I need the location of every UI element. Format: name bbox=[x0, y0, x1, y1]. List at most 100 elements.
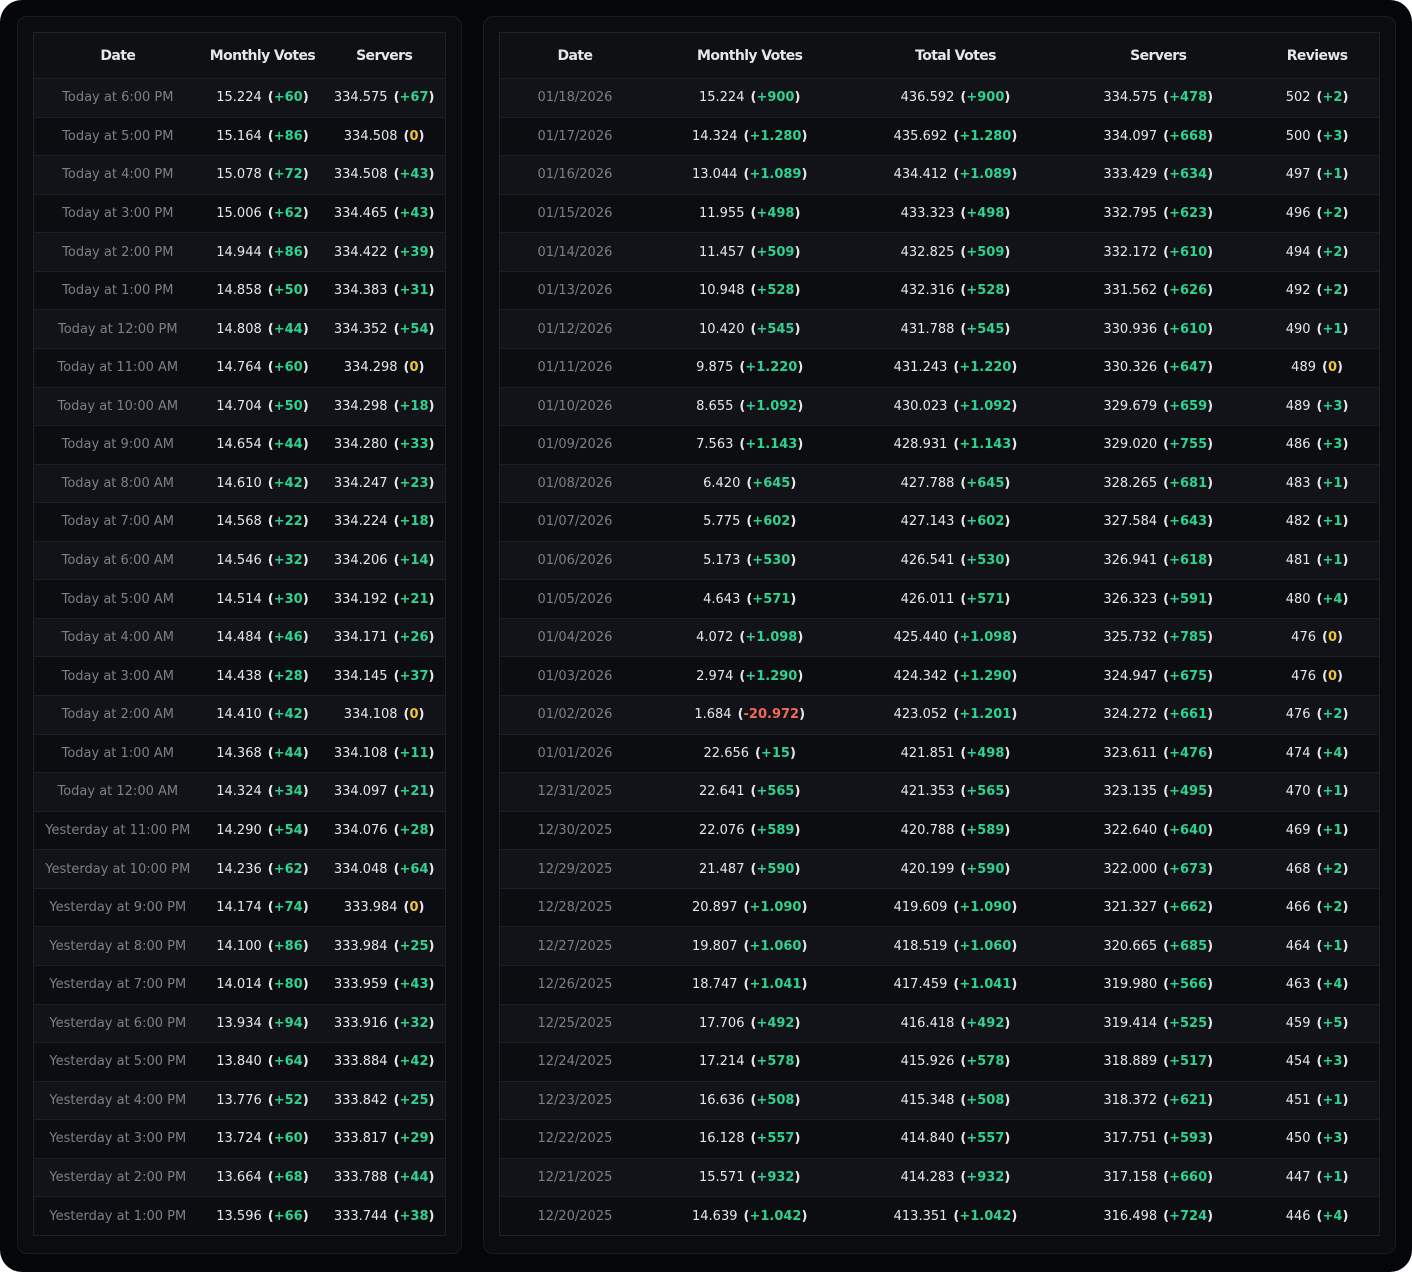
table-row: 01/17/2026 14.324 (+1.280) 435.692 (+1.280) 3… bbox=[500, 116, 1379, 156]
delta: (+67) bbox=[393, 90, 435, 106]
delta: (+25) bbox=[393, 1092, 435, 1108]
date-cell: 12/20/2025 bbox=[537, 1208, 613, 1224]
value-cell: 334.508 (0) bbox=[323, 129, 445, 144]
value: 324.947 bbox=[1103, 668, 1158, 684]
value: 334.422 bbox=[333, 244, 388, 260]
delta-number: +86 bbox=[273, 128, 303, 144]
delta-number: +498 bbox=[966, 745, 1005, 761]
column-header: Servers bbox=[356, 47, 413, 64]
value-cell: 16.636 (+508) bbox=[650, 1093, 850, 1108]
delta: (+1.280) bbox=[743, 128, 808, 144]
delta: (+50) bbox=[267, 283, 309, 299]
delta-number: +94 bbox=[273, 1015, 303, 1031]
delta-number: +86 bbox=[273, 938, 303, 954]
value-cell: 10.420 (+545) bbox=[650, 322, 850, 337]
value-cell: 446 (+4) bbox=[1255, 1209, 1379, 1224]
delta: (+645) bbox=[960, 475, 1011, 491]
delta-number: +1.089 bbox=[959, 167, 1012, 183]
value-cell: 6.420 (+645) bbox=[650, 476, 850, 491]
value-cell: 414.840 (+557) bbox=[850, 1131, 1062, 1146]
value-cell: 317.751 (+593) bbox=[1061, 1131, 1255, 1146]
delta: (+44) bbox=[267, 745, 309, 761]
table-row: 01/03/2026 2.974 (+1.290) 424.342 (+1.290) 32… bbox=[500, 656, 1379, 695]
value: 10.948 bbox=[698, 283, 745, 299]
date-cell: 12/27/2025 bbox=[537, 938, 613, 954]
value-cell: 333.984 (0) bbox=[323, 900, 445, 915]
value-cell: 454 (+3) bbox=[1255, 1054, 1379, 1069]
date-cell: Today at 12:00 PM bbox=[58, 321, 178, 337]
value-cell: 17.214 (+578) bbox=[650, 1054, 850, 1069]
delta-number: +30 bbox=[273, 591, 303, 607]
value: 420.199 bbox=[900, 861, 955, 877]
delta: (+571) bbox=[746, 591, 797, 607]
delta: (+675) bbox=[1163, 668, 1214, 684]
value-cell: 480 (+4) bbox=[1255, 592, 1379, 607]
delta-number: +28 bbox=[399, 822, 429, 838]
delta: (+724) bbox=[1163, 1208, 1214, 1224]
delta-number: +900 bbox=[966, 90, 1005, 106]
delta: (+21) bbox=[393, 784, 435, 800]
delta-number: +640 bbox=[1169, 822, 1208, 838]
table-row: Today at 12:00 PM 14.808 (+44) 334.352 (+54) bbox=[34, 309, 445, 348]
delta-number: +602 bbox=[752, 514, 791, 530]
value-cell: 22.656 (+15) bbox=[650, 746, 850, 761]
date-cell: 01/18/2026 bbox=[537, 90, 613, 106]
delta-number: +64 bbox=[399, 861, 429, 877]
delta-number: +60 bbox=[273, 360, 303, 376]
table-row: 12/22/2025 16.128 (+557) 414.840 (+557) 317.7… bbox=[500, 1119, 1379, 1158]
date-cell: 12/23/2025 bbox=[537, 1092, 613, 1108]
delta-number: +1.090 bbox=[959, 900, 1012, 916]
date-cell: 01/09/2026 bbox=[537, 437, 613, 453]
table-row: Today at 8:00 AM 14.610 (+42) 334.247 (+23) bbox=[34, 463, 445, 503]
delta: (+662) bbox=[1163, 900, 1214, 916]
table-row: 01/08/2026 6.420 (+645) 427.788 (+645) 328.26… bbox=[500, 463, 1379, 503]
delta-number: +498 bbox=[966, 205, 1005, 221]
delta-number: +498 bbox=[756, 205, 795, 221]
delta: (+1.042) bbox=[953, 1208, 1018, 1224]
delta-number: +14 bbox=[399, 553, 429, 569]
delta-number: +21 bbox=[399, 591, 429, 607]
delta: (+30) bbox=[267, 591, 309, 607]
delta: (+50) bbox=[267, 398, 309, 414]
value: 463 bbox=[1285, 977, 1311, 993]
delta: (+2) bbox=[1316, 90, 1349, 106]
delta-number: +932 bbox=[966, 1170, 1005, 1186]
delta-number: +2 bbox=[1322, 861, 1343, 877]
value: 326.941 bbox=[1103, 553, 1158, 569]
table-row: Today at 1:00 AM 14.368 (+44) 334.108 (+11) bbox=[34, 733, 445, 773]
delta: (+634) bbox=[1163, 167, 1214, 183]
delta-number: +34 bbox=[273, 784, 303, 800]
delta-number: 0 bbox=[409, 707, 419, 723]
value-cell: 489 (+3) bbox=[1255, 399, 1379, 414]
delta: (+2) bbox=[1316, 707, 1349, 723]
table-row: 01/13/2026 10.948 (+528) 432.316 (+528) 331.5… bbox=[500, 270, 1379, 310]
value-cell: 322.640 (+640) bbox=[1061, 823, 1255, 838]
value: 323.611 bbox=[1103, 745, 1158, 761]
value-cell: 426.541 (+530) bbox=[850, 553, 1062, 568]
value-cell: 15.224 (+900) bbox=[650, 90, 850, 105]
value: 426.011 bbox=[900, 591, 955, 607]
value-cell: 322.000 (+673) bbox=[1061, 862, 1255, 877]
delta: (+525) bbox=[1163, 1015, 1214, 1031]
value-cell: 22.076 (+589) bbox=[650, 823, 850, 838]
delta: (+590) bbox=[750, 861, 801, 877]
delta-number: +1.143 bbox=[959, 437, 1012, 453]
delta: (+1.041) bbox=[743, 977, 808, 993]
value-cell: 14.808 (+44) bbox=[202, 322, 324, 337]
value-cell: 327.584 (+643) bbox=[1061, 514, 1255, 529]
date-cell: 01/17/2026 bbox=[537, 128, 613, 144]
date-cell: Yesterday at 5:00 PM bbox=[49, 1054, 187, 1070]
date-cell: Yesterday at 2:00 PM bbox=[49, 1170, 187, 1186]
value: 474 bbox=[1285, 745, 1311, 761]
value: 17.214 bbox=[698, 1054, 745, 1070]
value-cell: 425.440 (+1.098) bbox=[850, 630, 1062, 645]
value-cell: 14.236 (+62) bbox=[202, 862, 324, 877]
delta: (+2) bbox=[1316, 861, 1349, 877]
value: 334.171 bbox=[333, 630, 388, 646]
date-cell: Today at 3:00 PM bbox=[62, 205, 174, 221]
value-cell: 328.265 (+681) bbox=[1061, 476, 1255, 491]
date-cell: Yesterday at 8:00 PM bbox=[49, 938, 187, 954]
value-cell: 334.206 (+14) bbox=[323, 553, 445, 568]
table-row: Today at 10:00 AM 14.704 (+50) 334.298 (+18) bbox=[34, 386, 445, 426]
